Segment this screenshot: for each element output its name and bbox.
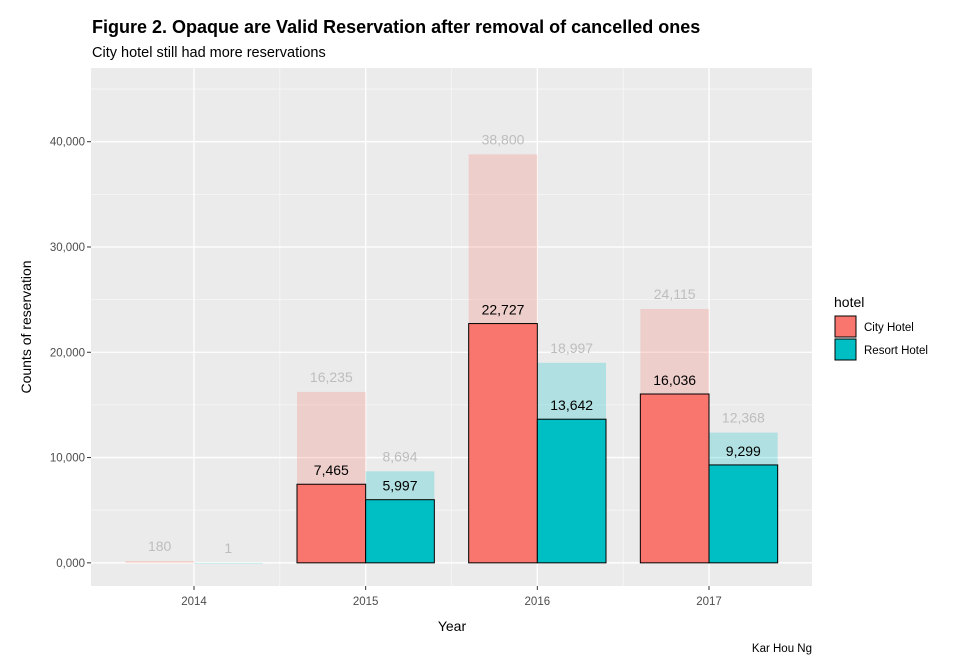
x-tick-label: 2017 [696, 596, 722, 608]
valid-label-city-hotel-2015: 7,465 [314, 462, 349, 478]
y-axis: 0,000 10,000 20,000 30,000 40,000 [50, 137, 91, 570]
valid-bar-resort-hotel-2017 [708, 464, 779, 564]
y-tick-label: 30,000 [50, 242, 85, 254]
total-bar-city-hotel-2014 [125, 560, 194, 563]
valid-label-resort-hotel-2017: 9,299 [726, 443, 761, 459]
x-tick-label: 2015 [353, 596, 379, 608]
valid-bar-city-hotel-2015 [296, 483, 367, 564]
valid-bars [296, 323, 779, 564]
legend-key-city-hotel [834, 315, 857, 338]
data-labels: 18016,2357,46538,80022,72724,11516,03618… [148, 131, 765, 555]
legend-title: hotel [834, 294, 864, 310]
total-label-city-hotel-2014: 180 [148, 538, 172, 554]
chart-title: Figure 2. Opaque are Valid Reservation a… [92, 17, 700, 37]
valid-bar-resort-hotel-2016 [536, 418, 607, 564]
legend-key-resort-hotel [834, 338, 857, 361]
chart-subtitle: City hotel still had more reservations [92, 45, 326, 61]
grid-minor [91, 68, 812, 586]
total-label-resort-hotel-2015: 8,694 [382, 448, 417, 464]
valid-bar-city-hotel-2016 [468, 323, 538, 564]
legend: hotel City Hotel Resort Hotel [834, 294, 928, 361]
x-axis-title: Year [438, 618, 467, 634]
valid-label-resort-hotel-2015: 5,997 [382, 478, 417, 494]
legend-label-resort-hotel: Resort Hotel [864, 345, 928, 357]
total-bar-resort-hotel-2014 [194, 562, 263, 564]
valid-bar-city-hotel-2017 [639, 393, 710, 564]
total-label-resort-hotel-2016: 18,997 [550, 340, 593, 356]
valid-label-city-hotel-2017: 16,036 [653, 372, 696, 388]
x-axis: 2014 2015 2016 2017 [181, 586, 722, 608]
x-tick-label: 2014 [181, 596, 207, 608]
total-label-city-hotel-2015: 16,235 [310, 369, 353, 385]
total-label-city-hotel-2017: 24,115 [654, 286, 696, 302]
chart-caption: Kar Hou Ng [752, 643, 812, 655]
y-axis-title: Counts of reservation [18, 260, 34, 393]
total-label-city-hotel-2016: 38,800 [482, 131, 525, 147]
total-label-resort-hotel-2017: 12,368 [722, 410, 765, 426]
x-tick-label: 2016 [525, 596, 551, 608]
y-tick-label: 40,000 [50, 137, 85, 149]
valid-label-city-hotel-2016: 22,727 [482, 302, 525, 318]
valid-bar-resort-hotel-2015 [365, 499, 435, 564]
y-tick-label: 10,000 [50, 453, 85, 465]
y-tick-label: 0,000 [56, 558, 85, 570]
total-label-resort-hotel-2014: 1 [224, 540, 232, 556]
y-tick-label: 20,000 [50, 347, 85, 359]
valid-label-resort-hotel-2016: 13,642 [550, 397, 593, 413]
legend-label-city-hotel: City Hotel [864, 322, 914, 334]
